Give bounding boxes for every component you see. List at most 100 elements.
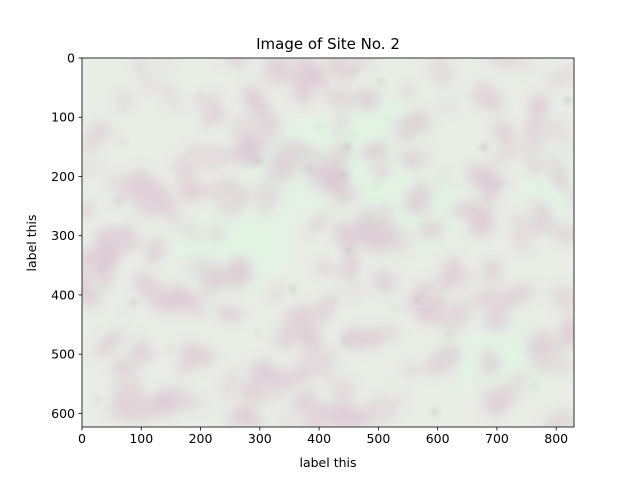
image-blob [478,362,501,377]
image-speck [448,333,452,337]
site-image-specks [92,63,570,414]
image-blob [94,329,125,357]
image-blob [426,347,460,375]
x-tick-label: 0 [78,431,86,446]
image-speck [343,340,348,344]
image-blob [323,92,357,104]
y-tick-label: 600 [51,406,75,421]
image-blob [430,294,443,307]
image-speck [96,398,99,402]
image-blob [221,256,253,285]
image-blob [177,339,194,364]
site-image [82,58,574,427]
image-blob [225,58,248,68]
image-blob [329,144,353,160]
image-blob [312,64,329,93]
image-blob [356,88,379,111]
image-blob [401,85,414,98]
image-blob [561,316,574,333]
image-blob [304,170,332,192]
image-speck [538,184,542,187]
image-blob [244,379,272,404]
image-blob [560,65,574,87]
image-speck [113,136,117,140]
image-blob [146,237,165,265]
axes-frame [81,57,575,428]
image-blob [289,81,313,106]
image-blob [355,221,393,246]
image-speck [565,241,569,245]
image-blob [243,131,258,158]
image-speck [375,185,378,188]
image-blob [178,181,200,204]
x-tick-label: 600 [426,431,450,446]
image-speck [438,257,441,260]
x-axis-label: label this [299,455,356,470]
image-blob [326,168,347,191]
image-blob [116,92,133,109]
image-speck [153,217,156,219]
image-blob [346,225,357,236]
image-speck [265,246,268,249]
image-blob [370,162,392,180]
image-blob [225,409,242,425]
image-blob [481,389,510,417]
image-blob [112,360,126,383]
y-axis-ticks: 0 100 200 300 400 500 600 [51,51,82,421]
image-speck [161,205,163,207]
image-blob [172,154,199,182]
image-blob [186,224,203,242]
image-speck [440,300,444,304]
image-speck [516,231,520,236]
image-speck [256,159,261,163]
image-blob [333,109,349,140]
image-speck [408,63,411,65]
image-blob [435,170,452,187]
image-speck [342,173,347,177]
image-blob [254,417,266,427]
image-speck [316,125,320,129]
image-speck [192,236,195,238]
image-blob [133,58,149,80]
image-blob [306,209,330,236]
image-blob [289,141,307,157]
image-blob [393,114,419,143]
site-image-blobs [82,58,574,427]
image-speck [92,291,95,294]
image-speck [304,339,307,342]
image-blob [543,410,574,427]
image-blob [546,155,568,183]
image-speck [407,293,411,298]
image-speck [385,119,388,121]
image-blob [217,196,229,216]
image-blob [161,292,195,313]
image-blob [403,152,417,168]
image-blob [554,357,574,375]
image-blob [486,58,520,68]
image-blob [220,366,240,402]
chart-title: Image of Site No. 2 [256,35,400,53]
image-blob [301,399,330,427]
image-blob [136,280,152,299]
image-blob [82,272,91,297]
image-blob [222,149,236,162]
image-blob [376,203,395,222]
image-speck [168,348,171,351]
image-blob [362,395,392,425]
image-speck [258,332,261,335]
image-speck [389,383,393,387]
image-blob [341,327,368,350]
y-tick-label: 100 [51,110,75,125]
image-blob [255,177,283,206]
y-tick-label: 500 [51,347,75,362]
image-blob [107,400,131,423]
image-blob [103,175,127,190]
image-speck [524,78,527,81]
image-speck [227,201,229,203]
image-speck [343,406,346,409]
image-speck [505,401,508,404]
image-blob [82,202,95,218]
image-blob [540,116,568,139]
image-speck [482,145,486,149]
image-speck [561,407,565,410]
